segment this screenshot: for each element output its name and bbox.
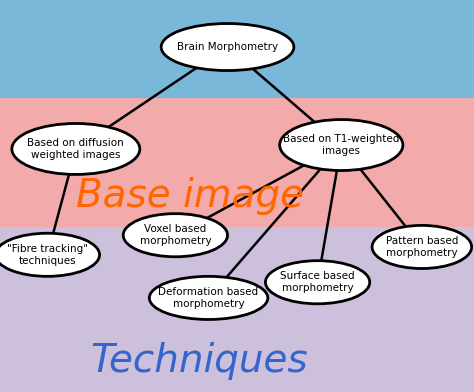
Ellipse shape	[123, 214, 228, 257]
Ellipse shape	[161, 24, 294, 71]
Text: Based on diffusion
weighted images: Based on diffusion weighted images	[27, 138, 124, 160]
Ellipse shape	[280, 120, 403, 171]
Text: "Fibre tracking"
techniques: "Fibre tracking" techniques	[7, 243, 88, 266]
Ellipse shape	[12, 123, 140, 174]
Ellipse shape	[0, 233, 100, 276]
Ellipse shape	[372, 225, 472, 269]
Text: Brain Morphometry: Brain Morphometry	[177, 42, 278, 52]
Text: Surface based
morphometry: Surface based morphometry	[280, 271, 355, 294]
Ellipse shape	[265, 261, 370, 304]
Bar	[0, 227, 474, 392]
Bar	[0, 98, 474, 227]
Text: Pattern based
morphometry: Pattern based morphometry	[386, 236, 458, 258]
Bar	[0, 0, 474, 98]
Text: Base image: Base image	[75, 177, 304, 215]
Text: Deformation based
morphometry: Deformation based morphometry	[158, 287, 259, 309]
Text: Based on T1-weighted
images: Based on T1-weighted images	[283, 134, 400, 156]
Ellipse shape	[149, 276, 268, 319]
Text: Voxel based
morphometry: Voxel based morphometry	[139, 224, 211, 247]
Text: Techniques: Techniques	[90, 342, 308, 379]
